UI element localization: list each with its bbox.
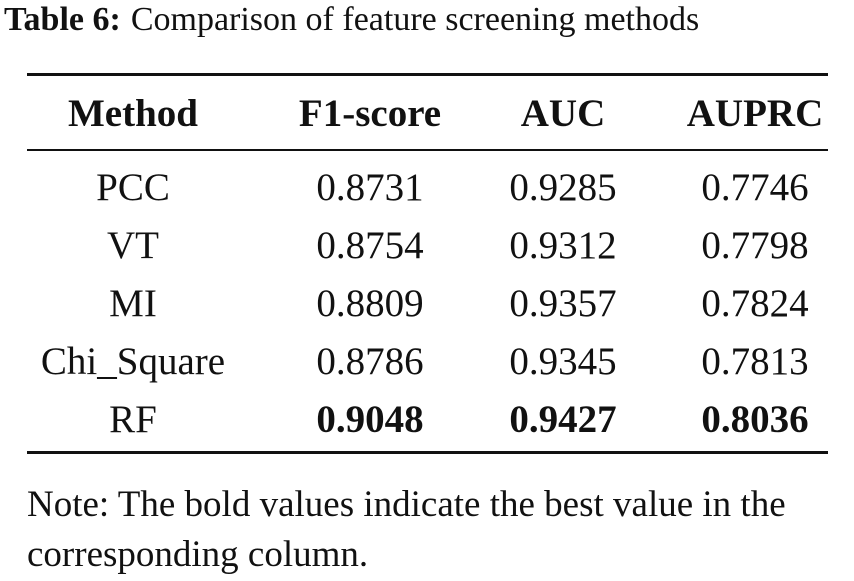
method-cell: PCC — [96, 166, 170, 209]
method-cell: VT — [107, 224, 159, 267]
value-cell: 0.7746 — [701, 166, 809, 209]
table-caption: Table 6: Comparison of feature screening … — [4, 0, 699, 40]
value-cell: 0.9312 — [509, 224, 617, 267]
value-cell: 0.9345 — [509, 340, 617, 383]
table-note: Note: The bold values indicate the best … — [27, 484, 786, 575]
method-cell: Chi_Square — [40, 340, 226, 383]
value-cell: 0.8786 — [316, 340, 424, 383]
header-cell: F1-score — [298, 92, 442, 135]
value-cell: 0.8036 — [701, 398, 809, 441]
value-cell: 0.8731 — [316, 166, 424, 209]
value-cell: 0.7824 — [701, 282, 809, 325]
value-cell: 0.8754 — [316, 224, 424, 267]
value-cell: 0.9048 — [316, 398, 424, 441]
caption-label: Table 6: — [4, 1, 121, 38]
value-cell: 0.7798 — [701, 224, 809, 267]
caption-text: Comparison of feature screening methods — [130, 1, 700, 38]
value-cell: 0.9427 — [509, 398, 617, 441]
method-cell: RF — [109, 398, 157, 441]
top-rule — [27, 73, 828, 76]
header-cell: AUC — [520, 92, 606, 135]
header-cell: Method — [68, 92, 198, 135]
value-cell: 0.9285 — [509, 166, 617, 209]
method-cell: MI — [109, 282, 157, 325]
value-cell: 0.9357 — [509, 282, 617, 325]
bottom-rule — [27, 451, 828, 454]
value-cell: 0.8809 — [316, 282, 424, 325]
mid-rule — [27, 149, 828, 151]
header-cell: AUPRC — [686, 92, 824, 135]
value-cell: 0.7813 — [701, 340, 809, 383]
